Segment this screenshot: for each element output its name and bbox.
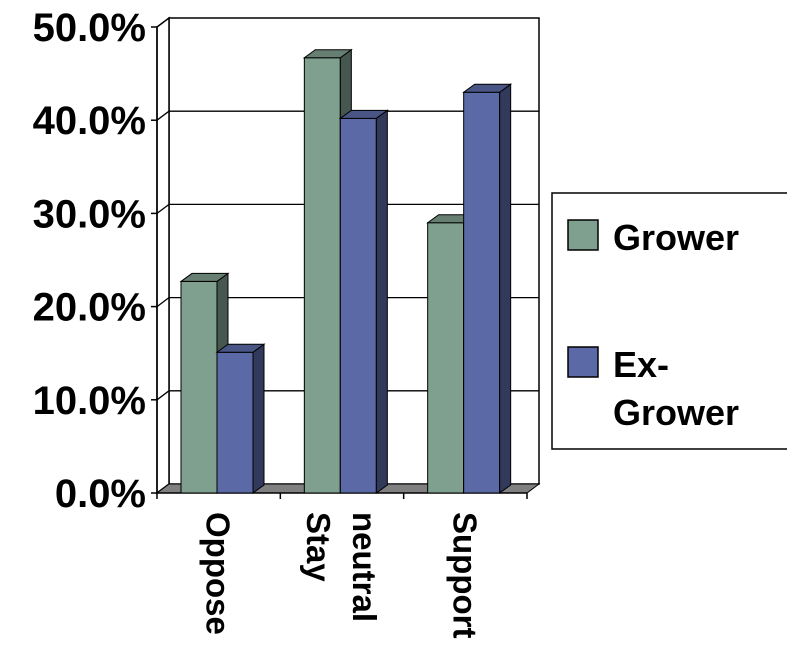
x-axis-labels: Oppose Stay neutral Support xyxy=(200,512,484,638)
legend-item-ex-grower: Ex-Grower xyxy=(567,344,739,433)
side-wall xyxy=(156,16,170,495)
bar-top xyxy=(179,272,230,282)
bar-side xyxy=(375,109,388,494)
bar-front xyxy=(339,117,377,494)
bar-front xyxy=(463,91,501,494)
legend-swatch xyxy=(567,219,599,251)
x-tick-label: Stay neutral xyxy=(300,512,383,622)
bar-top xyxy=(302,49,353,59)
legend-item-grower: Grower xyxy=(567,217,739,258)
legend: Grower Ex-Grower xyxy=(551,192,787,450)
bar-front xyxy=(216,351,254,494)
x-tick-label: Oppose xyxy=(200,512,237,635)
y-axis-ticks: 0.0% 10.0% 20.0% 30.0% 40.0% 50.0% xyxy=(33,6,157,516)
y-tick-label: 10.0% xyxy=(33,379,146,423)
gridline xyxy=(156,390,539,401)
legend-label: Ex-Grower xyxy=(613,344,739,433)
bar-side xyxy=(252,343,265,494)
y-tick-label: 40.0% xyxy=(33,99,146,143)
bar-top xyxy=(462,83,513,93)
bar-ex-grower-support xyxy=(462,83,513,494)
bar-front xyxy=(303,57,341,494)
bar-top xyxy=(215,343,266,353)
bar-top xyxy=(338,109,389,119)
gridline xyxy=(156,110,539,121)
bar-side xyxy=(499,83,512,494)
bar-ex-grower-stay-neutral xyxy=(338,109,389,494)
bars xyxy=(179,48,513,494)
gridlines xyxy=(156,110,539,401)
y-tick-label: 30.0% xyxy=(33,192,146,236)
y-tick-label: 20.0% xyxy=(33,286,146,330)
bar-front xyxy=(427,222,465,494)
y-tick-label: 50.0% xyxy=(33,6,146,50)
bar-ex-grower-oppose xyxy=(215,343,266,494)
legend-label: Grower xyxy=(613,217,739,258)
legend-swatch xyxy=(567,346,599,378)
gridline xyxy=(156,203,539,214)
y-tick-label: 0.0% xyxy=(55,472,146,516)
bar-front xyxy=(180,280,218,494)
x-tick-label: Support xyxy=(446,512,483,638)
gridline xyxy=(156,296,539,308)
